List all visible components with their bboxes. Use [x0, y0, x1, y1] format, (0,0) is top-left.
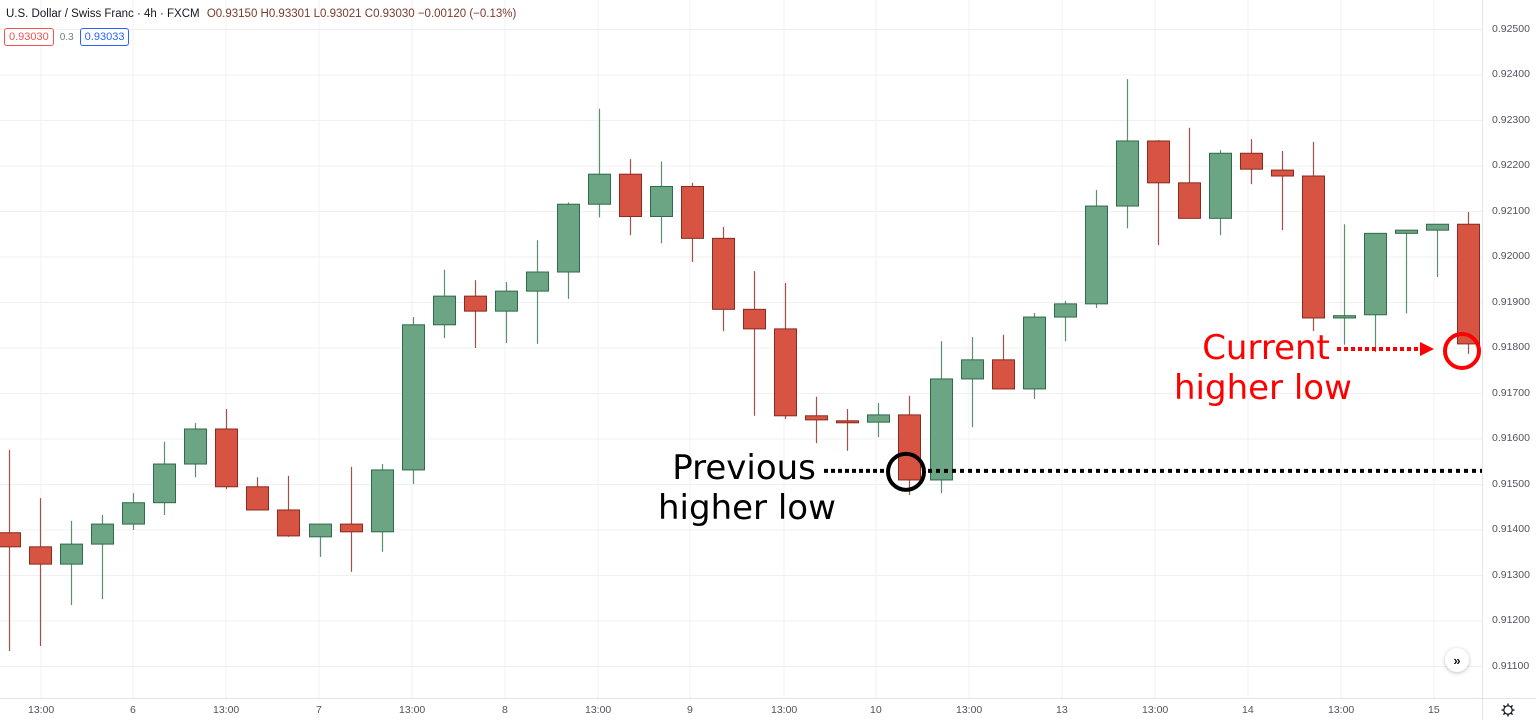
candle-down: [1240, 152, 1263, 170]
price-tick-label: 0.92000: [1492, 250, 1530, 262]
candle-down: [1302, 175, 1325, 319]
candle-up: [184, 428, 207, 465]
current-low-circle-marker: [1443, 332, 1481, 370]
annotation-line1: Current: [1202, 328, 1330, 368]
candle-up: [122, 502, 145, 525]
time-tick-label: 13:00: [1328, 704, 1355, 716]
candle-up: [867, 414, 890, 423]
candle-up: [1364, 232, 1387, 316]
candle-up: [60, 543, 83, 565]
symbol-legend: U.S. Dollar / Swiss Franc · 4h · FXCM O0…: [6, 8, 516, 20]
buy-price-button[interactable]: 0.93033: [79, 28, 130, 46]
candle-down: [215, 428, 238, 488]
ohlc-values: O0.93150 H0.93301 L0.93021 C0.93030 −0.0…: [206, 8, 517, 20]
price-tick-label: 0.91800: [1492, 341, 1530, 353]
annotation-line2: higher low: [658, 488, 836, 528]
candle-down: [29, 546, 52, 565]
spread-value: 0.3: [59, 31, 74, 43]
candle-up: [961, 359, 984, 380]
candle-up: [1085, 205, 1108, 305]
price-tick-label: 0.92500: [1492, 22, 1530, 35]
candle-down: [712, 237, 735, 310]
time-tick-label: 13:00: [28, 704, 55, 716]
candle-up: [1023, 316, 1046, 390]
annotation-line1: Previous: [672, 448, 816, 488]
time-tick-label: 13:00: [956, 704, 983, 716]
previous-higher-low-annotation: Previous higher low: [658, 448, 836, 528]
scroll-to-realtime-button[interactable]: »: [1445, 648, 1469, 672]
candle-down: [277, 509, 300, 537]
time-tick-label: 13:00: [213, 704, 240, 716]
time-tick-label: 7: [316, 704, 322, 716]
candle-up: [1209, 152, 1232, 219]
candle-up: [588, 173, 611, 205]
candle-down: [1147, 140, 1170, 184]
price-tick-label: 0.91600: [1492, 432, 1530, 444]
time-tick-label: 8: [502, 704, 508, 716]
price-tick-label: 0.92400: [1492, 68, 1530, 80]
candle-up: [930, 378, 953, 481]
candle-up: [153, 463, 176, 504]
candle-down: [992, 359, 1015, 390]
price-tick-label: 0.91400: [1492, 523, 1530, 535]
price-tick-label: 0.91500: [1492, 477, 1530, 490]
price-tick-label: 0.92200: [1492, 159, 1530, 171]
candle-down: [0, 532, 21, 548]
candle-up: [1116, 140, 1139, 207]
candle-up: [526, 271, 549, 292]
annotation-line2: higher low: [1174, 368, 1352, 408]
candle-down: [1271, 169, 1294, 177]
candle-down: [340, 523, 363, 533]
trade-badges: 0.93030 0.3 0.93033: [4, 28, 130, 46]
candle-down: [898, 414, 921, 481]
candle-up: [433, 295, 456, 326]
time-tick-label: 13:00: [399, 704, 426, 716]
candle-down: [464, 295, 487, 312]
candle-down: [1178, 182, 1201, 219]
candle-up: [91, 523, 114, 545]
candle-down: [246, 486, 269, 511]
candle-down: [1457, 223, 1480, 345]
gear-icon[interactable]: [1500, 702, 1516, 718]
price-tick-label: 0.91300: [1492, 568, 1530, 581]
price-tick-label: 0.91700: [1492, 386, 1530, 399]
candle-down: [805, 415, 828, 421]
candle-up: [1395, 229, 1418, 234]
time-tick-label: 10: [870, 704, 882, 716]
previous-low-circle-marker: [886, 451, 926, 492]
candle-down: [774, 328, 797, 417]
time-tick-label: 13: [1056, 704, 1068, 716]
candle-up: [650, 185, 673, 218]
price-tick-label: 0.91900: [1492, 295, 1530, 308]
time-tick-label: 15: [1428, 704, 1440, 716]
time-tick-label: 13:00: [1142, 704, 1169, 716]
candle-up: [495, 290, 518, 312]
symbol-title: U.S. Dollar / Swiss Franc · 4h · FXCM: [6, 8, 200, 20]
arrow-head-icon: [1420, 342, 1434, 356]
time-tick-label: 6: [130, 704, 136, 716]
candle-up: [557, 203, 580, 273]
candle-down: [836, 420, 859, 424]
candle-down: [743, 308, 766, 330]
time-tick-label: 13:00: [585, 704, 612, 716]
candle-up: [1333, 315, 1356, 319]
candle-up: [1054, 303, 1077, 318]
candle-up: [309, 523, 332, 538]
price-tick-label: 0.91100: [1492, 659, 1530, 672]
candle-up: [1426, 223, 1449, 231]
candle-down: [619, 173, 642, 218]
price-tick-label: 0.91200: [1492, 614, 1530, 626]
time-tick-label: 13:00: [771, 704, 798, 716]
price-tick-label: 0.92100: [1492, 204, 1530, 217]
time-tick-label: 9: [687, 704, 693, 716]
candle-up: [402, 324, 425, 471]
sell-price-button[interactable]: 0.93030: [4, 28, 54, 46]
candle-down: [681, 185, 704, 239]
candle-up: [371, 469, 394, 533]
time-tick-label: 14: [1242, 704, 1254, 716]
price-tick-label: 0.92300: [1492, 113, 1530, 126]
current-higher-low-annotation: Current higher low: [1174, 328, 1352, 408]
